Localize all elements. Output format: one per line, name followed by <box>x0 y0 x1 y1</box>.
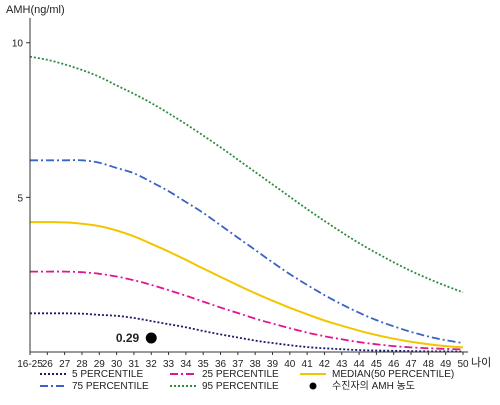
x-tick-label: 31 <box>128 359 140 370</box>
x-tick-label: 29 <box>94 359 106 370</box>
x-axis-title: 나이 <box>471 356 491 369</box>
x-tick-label: 41 <box>302 359 314 370</box>
x-tick-label: 33 <box>163 359 175 370</box>
y-ticks: 5 10 <box>12 39 30 204</box>
x-tick-label: 34 <box>180 359 192 370</box>
x-tick-label: 35 <box>198 359 210 370</box>
legend: 5 PERCENTILE 25 PERCENTILE MEDIAN(50 PERCE… <box>40 369 454 392</box>
series-line-75-percentile <box>30 159 464 344</box>
x-tick-label: 47 <box>405 359 417 370</box>
x-tick-label: 30 <box>111 359 123 370</box>
x-tick-label: 43 <box>336 359 348 370</box>
x-tick-label: 27 <box>59 359 71 370</box>
x-tick-label: 49 <box>440 359 452 370</box>
patient-point-group: 0.29 <box>116 331 157 345</box>
y-axis-title: AMH(ng/ml) <box>6 4 65 16</box>
x-tick-label: 48 <box>423 359 435 370</box>
series-line-median-50-percentile <box>30 221 464 349</box>
legend-label: 25 PERCENTILE <box>202 369 279 380</box>
x-tick-label: 46 <box>388 359 400 370</box>
series-line-5-percentile <box>30 312 464 353</box>
legend-label-patient: 수진자의 AMH 농도 <box>332 380 415 392</box>
x-tick-label: 45 <box>371 359 383 370</box>
legend-label: MEDIAN(50 PERCENTILE) <box>332 369 454 380</box>
series-line-25-percentile <box>30 270 464 351</box>
x-tick-label: 28 <box>76 359 88 370</box>
y-tick-label: 5 <box>17 193 23 204</box>
x-tick-label: 37 <box>232 359 244 370</box>
x-tick-label: 36 <box>215 359 227 370</box>
x-tick-label: 32 <box>146 359 158 370</box>
patient-point <box>145 332 157 344</box>
x-tick-label: 40 <box>284 359 296 370</box>
x-tick-label: 44 <box>354 359 366 370</box>
legend-label: 75 PERCENTILE <box>72 381 149 392</box>
x-tick-label: 39 <box>267 359 279 370</box>
series-line-95-percentile <box>29 55 464 294</box>
x-tick-label: 16-25 <box>17 359 43 370</box>
y-tick-label: 10 <box>12 39 24 50</box>
legend-swatch-patient <box>309 382 317 390</box>
x-tick-label: 42 <box>319 359 331 370</box>
patient-point-label: 0.29 <box>116 331 140 345</box>
x-tick-label: 26 <box>42 359 54 370</box>
x-tick-label: 50 <box>457 359 469 370</box>
x-tick-label: 38 <box>250 359 262 370</box>
legend-label: 5 PERCENTILE <box>72 369 143 380</box>
curves-layer <box>29 55 464 353</box>
legend-label: 95 PERCENTILE <box>202 381 279 392</box>
